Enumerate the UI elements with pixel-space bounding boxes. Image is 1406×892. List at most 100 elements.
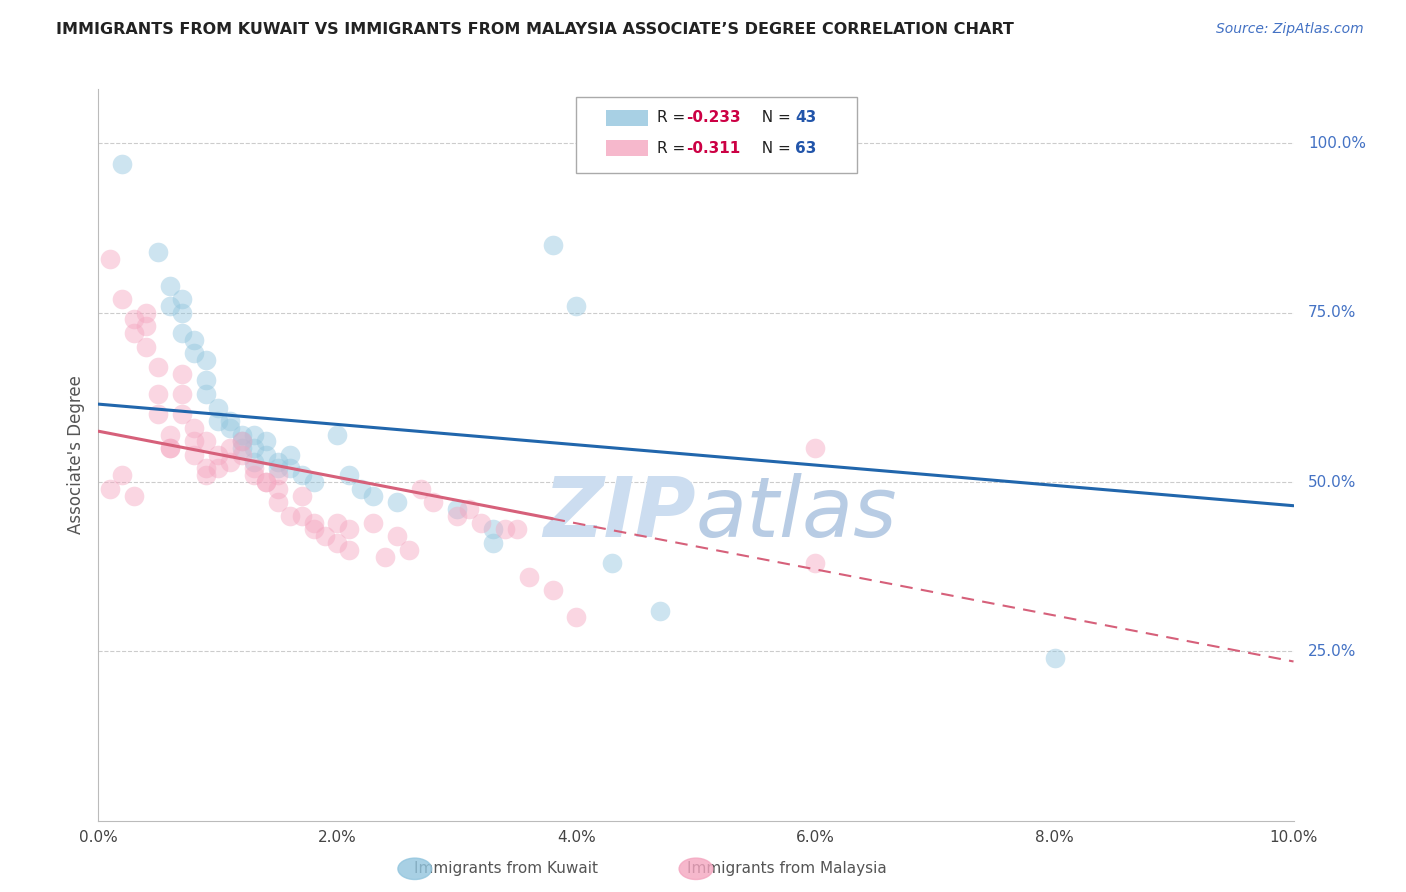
Point <box>207 414 229 428</box>
Point <box>194 434 218 449</box>
Point <box>219 455 242 469</box>
Point <box>374 549 396 564</box>
Point <box>124 489 146 503</box>
Point <box>411 482 433 496</box>
Point <box>135 319 157 334</box>
Point <box>541 238 564 252</box>
Point <box>98 482 122 496</box>
Point <box>339 468 360 483</box>
Point <box>350 482 373 496</box>
Point <box>135 340 157 354</box>
Point <box>124 326 146 340</box>
Point <box>1043 651 1066 665</box>
Text: Immigrants from Kuwait: Immigrants from Kuwait <box>415 862 598 876</box>
Point <box>219 441 242 455</box>
Point <box>183 346 205 360</box>
Point <box>446 508 468 523</box>
Point <box>219 421 242 435</box>
FancyBboxPatch shape <box>606 140 648 156</box>
FancyBboxPatch shape <box>606 110 648 126</box>
Point <box>148 387 170 401</box>
Point <box>111 157 134 171</box>
Point <box>172 367 194 381</box>
Point <box>172 292 194 306</box>
Point <box>565 299 588 313</box>
Point <box>159 427 181 442</box>
Point <box>243 441 266 455</box>
Text: IMMIGRANTS FROM KUWAIT VS IMMIGRANTS FROM MALAYSIA ASSOCIATE’S DEGREE CORRELATIO: IMMIGRANTS FROM KUWAIT VS IMMIGRANTS FRO… <box>56 22 1014 37</box>
Point <box>172 306 194 320</box>
Point <box>183 333 205 347</box>
Point <box>183 448 205 462</box>
Point <box>267 455 290 469</box>
Point <box>254 434 277 449</box>
Point <box>124 312 146 326</box>
Point <box>183 421 205 435</box>
Point <box>172 387 194 401</box>
Point <box>648 604 672 618</box>
Text: Source: ZipAtlas.com: Source: ZipAtlas.com <box>1216 22 1364 37</box>
Point <box>290 489 312 503</box>
Point <box>172 326 194 340</box>
Point <box>517 570 540 584</box>
Point <box>326 516 349 530</box>
Point <box>98 252 122 266</box>
Point <box>422 495 444 509</box>
Point <box>315 529 337 543</box>
Text: 100.0%: 100.0% <box>1308 136 1365 151</box>
Point <box>254 475 277 489</box>
Point <box>267 482 290 496</box>
Point <box>135 306 157 320</box>
Point <box>243 461 266 475</box>
Point <box>194 461 218 475</box>
Point <box>172 407 194 421</box>
Point <box>243 427 266 442</box>
Point <box>194 353 218 368</box>
Point <box>470 516 492 530</box>
Point <box>219 414 242 428</box>
Point <box>148 359 170 374</box>
Point <box>148 407 170 421</box>
Point <box>278 508 301 523</box>
Point <box>231 441 253 455</box>
Point <box>481 536 505 550</box>
Text: 43: 43 <box>796 111 817 125</box>
Point <box>339 542 360 557</box>
Point <box>231 448 253 462</box>
Point <box>506 523 529 537</box>
Point <box>194 387 218 401</box>
Point <box>267 468 290 483</box>
Point <box>600 556 623 570</box>
Point <box>231 427 253 442</box>
Point <box>243 468 266 483</box>
Text: atlas: atlas <box>696 473 897 554</box>
Text: Immigrants from Malaysia: Immigrants from Malaysia <box>688 862 887 876</box>
Point <box>254 475 277 489</box>
Point <box>804 556 827 570</box>
Y-axis label: Associate's Degree: Associate's Degree <box>66 376 84 534</box>
Point <box>290 468 312 483</box>
Point <box>194 468 218 483</box>
Point <box>207 401 229 415</box>
Point <box>267 461 290 475</box>
Point <box>385 495 409 509</box>
Point <box>207 448 229 462</box>
Point <box>111 468 134 483</box>
Text: -0.233: -0.233 <box>686 111 741 125</box>
Point <box>339 523 360 537</box>
Text: 50.0%: 50.0% <box>1308 475 1357 490</box>
Point <box>363 489 385 503</box>
Point <box>231 434 253 449</box>
Text: N =: N = <box>752 111 796 125</box>
Point <box>290 508 312 523</box>
Text: ZIP: ZIP <box>543 473 696 554</box>
Text: -0.311: -0.311 <box>686 141 741 156</box>
Point <box>541 583 564 598</box>
Point <box>398 542 420 557</box>
Point <box>254 448 277 462</box>
Point <box>302 516 325 530</box>
Text: R =: R = <box>657 111 690 125</box>
Point <box>267 495 290 509</box>
Text: 75.0%: 75.0% <box>1308 305 1357 320</box>
Point <box>159 278 181 293</box>
